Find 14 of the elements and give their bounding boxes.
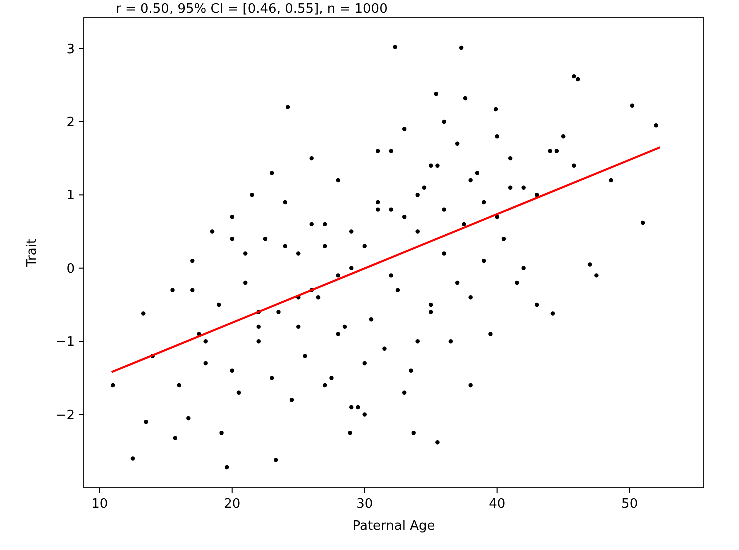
y-tick-label: 1	[66, 188, 75, 204]
y-tick-label: 2	[66, 116, 75, 131]
x-tick-label: 30	[356, 497, 374, 512]
x-tick-label: 50	[622, 497, 638, 512]
y-axis-title: Trait	[25, 238, 40, 268]
y-tick-label: −2	[56, 408, 75, 424]
y-tick-label: 3	[66, 42, 75, 58]
x-tick-label: 20	[224, 497, 241, 512]
chart-title: r = 0.50, 95% CI = [0.46, 0.55], n = 1000	[116, 2, 388, 17]
x-tick-label: 10	[92, 497, 108, 512]
x-axis-title: Paternal Age	[352, 519, 436, 534]
x-tick-label: 40	[489, 497, 506, 512]
y-tick-label: 0	[66, 262, 75, 277]
y-tick-label: −1	[56, 335, 75, 350]
